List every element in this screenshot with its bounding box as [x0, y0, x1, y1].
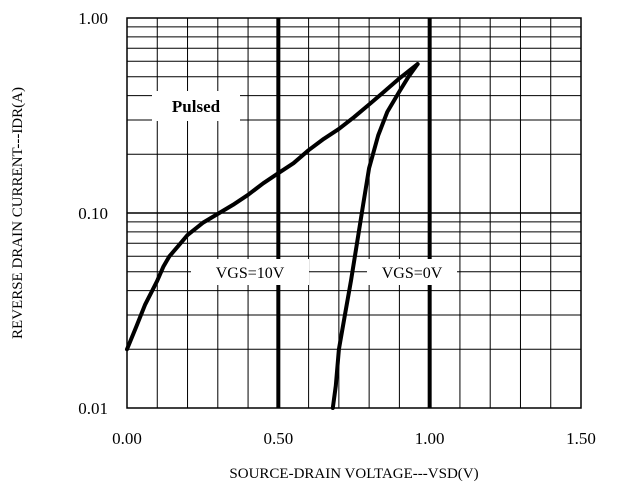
plot-frame [126, 17, 582, 409]
grid-minor [127, 18, 581, 408]
y-tick-label: 0.10 [78, 204, 108, 223]
vgs0-annotation: VGS=0V [382, 265, 443, 282]
y-tick-label: 0.01 [78, 399, 108, 418]
x-axis-title: SOURCE-DRAIN VOLTAGE---VSD(V) [229, 466, 478, 482]
pulsed-annotation-box [152, 91, 240, 121]
y-axis-title: REVERSE DRAIN CURRENT---IDR(A) [10, 87, 26, 339]
x-tick-label: 1.00 [415, 429, 445, 448]
x-tick-label: 0.00 [112, 429, 142, 448]
series-line-vgs10 [125, 62, 420, 352]
x-tick-label: 1.50 [566, 429, 596, 448]
vgs10-annotation: VGS=10V [216, 265, 285, 282]
tick-layer: 0.00 0.50 1.00 1.50 0.01 0.10 1.00 [78, 9, 596, 448]
x-tick-label: 0.50 [263, 429, 293, 448]
vgs0-annotation-box [367, 259, 457, 285]
vgs10-annotation-box [191, 259, 309, 285]
series-line-vgs0 [330, 62, 420, 410]
series-layer [125, 62, 420, 410]
grid-major [127, 18, 581, 408]
y-tick-label: 1.00 [78, 9, 108, 28]
pulsed-annotation: Pulsed [172, 97, 221, 116]
